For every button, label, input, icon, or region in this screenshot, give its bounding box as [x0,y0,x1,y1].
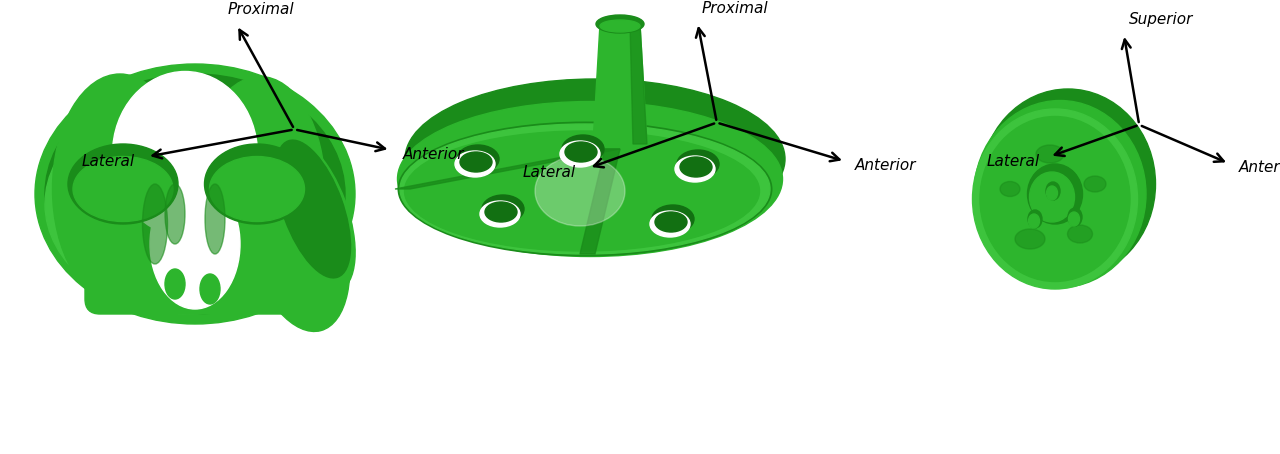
Ellipse shape [52,74,187,304]
Ellipse shape [483,195,524,223]
Ellipse shape [652,205,694,233]
Ellipse shape [265,135,355,292]
Text: Anterior: Anterior [1239,160,1280,176]
FancyBboxPatch shape [84,174,294,314]
Ellipse shape [399,124,771,254]
Ellipse shape [973,109,1138,289]
Ellipse shape [73,157,173,222]
Ellipse shape [480,201,520,227]
Ellipse shape [535,156,625,226]
Polygon shape [593,24,646,144]
Ellipse shape [1029,214,1039,228]
Polygon shape [580,149,620,254]
Ellipse shape [564,142,596,162]
Text: Anterior: Anterior [855,158,916,173]
Ellipse shape [398,122,773,257]
Polygon shape [630,24,646,144]
Ellipse shape [1068,225,1093,243]
Ellipse shape [460,152,492,172]
Ellipse shape [205,184,225,254]
Ellipse shape [404,131,759,251]
Ellipse shape [45,74,346,314]
Ellipse shape [562,135,604,163]
Ellipse shape [1029,172,1074,222]
Ellipse shape [205,144,310,224]
Ellipse shape [1028,164,1083,224]
Ellipse shape [398,102,782,257]
Ellipse shape [195,77,325,301]
Ellipse shape [113,71,257,237]
Text: Proximal: Proximal [228,2,294,17]
Ellipse shape [1069,212,1079,226]
Ellipse shape [404,79,785,239]
Ellipse shape [165,184,186,244]
Text: Superior: Superior [1129,12,1193,27]
Ellipse shape [105,97,305,271]
Ellipse shape [655,212,687,232]
Ellipse shape [650,211,690,237]
Text: Lateral: Lateral [986,153,1039,169]
Ellipse shape [1028,210,1042,228]
Text: Anterior: Anterior [403,147,465,162]
Ellipse shape [677,150,719,178]
Ellipse shape [980,89,1156,279]
Ellipse shape [35,64,355,324]
Ellipse shape [1068,208,1082,226]
Ellipse shape [45,94,335,314]
Ellipse shape [210,157,305,222]
Ellipse shape [1047,186,1057,200]
Ellipse shape [675,156,716,182]
Ellipse shape [142,184,168,264]
Ellipse shape [600,20,640,32]
Ellipse shape [1000,182,1020,197]
Ellipse shape [150,179,241,309]
Ellipse shape [165,269,186,299]
Ellipse shape [457,145,499,173]
Ellipse shape [1036,145,1064,163]
Ellipse shape [68,144,178,224]
Ellipse shape [1084,176,1106,192]
Ellipse shape [200,274,220,304]
Ellipse shape [980,117,1130,281]
Ellipse shape [561,141,600,167]
Text: Lateral: Lateral [81,153,134,169]
Ellipse shape [1046,182,1060,200]
Ellipse shape [454,151,495,177]
Ellipse shape [1015,229,1044,249]
Ellipse shape [596,15,644,33]
Ellipse shape [974,100,1146,287]
Ellipse shape [241,137,349,331]
Polygon shape [396,149,620,189]
Ellipse shape [680,157,712,177]
Text: Proximal: Proximal [701,1,768,16]
Ellipse shape [275,140,351,278]
Ellipse shape [485,202,517,222]
Text: Lateral: Lateral [522,165,576,180]
